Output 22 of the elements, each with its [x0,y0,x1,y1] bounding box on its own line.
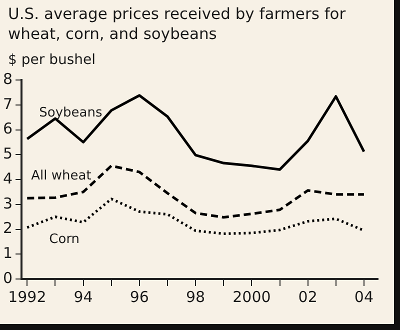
y-tick-label: 4 [2,169,13,188]
series-label: Soybeans [39,105,103,120]
y-tick-label: 7 [2,94,13,113]
x-tick-label: 02 [298,288,318,306]
x-tick-label: 94 [74,288,93,306]
line-series [26,164,366,219]
series-label: Corn [49,232,80,247]
y-tick-label: 1 [2,244,13,262]
x-tick-label: 96 [130,288,149,306]
x-tick-label: 98 [186,288,206,306]
y-tick-label: 6 [2,120,13,138]
y-tick-label: 3 [2,194,13,212]
y-tick-label: 0 [2,268,13,287]
y-tick-label: 2 [2,219,13,238]
y-tick-label: 8 [2,70,13,88]
y-axis-title: $ per bushel [7,51,96,68]
series-label: All wheat [31,168,92,184]
y-tick-label: 5 [2,144,13,163]
x-tick-label: 2000 [232,288,271,306]
chart-title: U.S. average prices received by farmers for wheat, corn, and soybeans [7,4,347,44]
x-tick-label: 04 [354,288,374,306]
x-tick-label: 1992 [8,288,46,306]
